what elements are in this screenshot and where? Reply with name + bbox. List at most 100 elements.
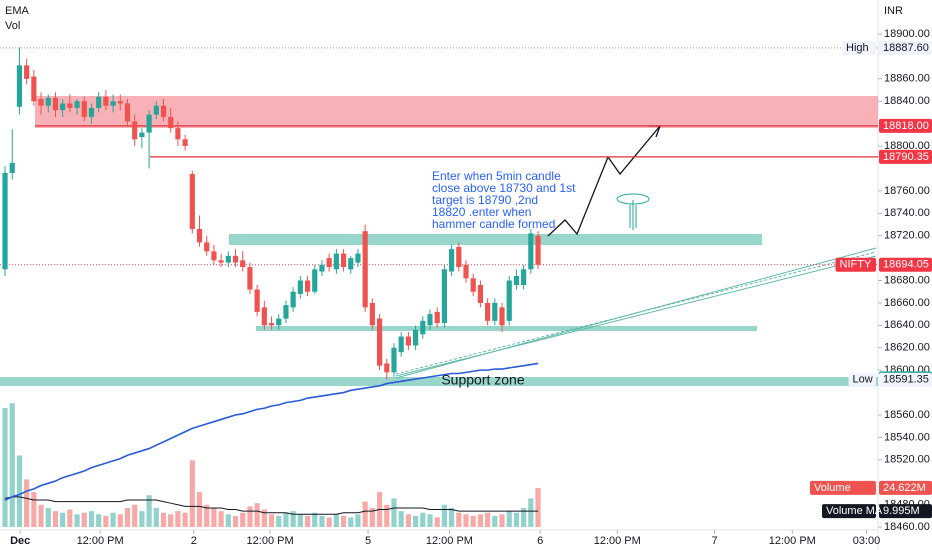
y-tick-label: 18560.00 bbox=[884, 409, 930, 421]
volume-bar bbox=[45, 507, 51, 527]
price-marker-label: 18591.35 bbox=[883, 374, 929, 386]
x-tick-label: 7 bbox=[711, 535, 717, 547]
trend-line bbox=[395, 255, 877, 377]
volume-bar bbox=[268, 514, 275, 527]
candle-body bbox=[88, 107, 95, 117]
trend-line bbox=[395, 251, 877, 375]
volume-bar bbox=[16, 455, 23, 527]
volume-bar bbox=[67, 509, 73, 527]
candle-body bbox=[333, 253, 339, 270]
x-tick-label: 03:00 bbox=[853, 535, 881, 547]
price-marker-box bbox=[879, 372, 932, 387]
volume-ma-value: 9.995M bbox=[883, 505, 920, 517]
y-tick-label: 18640.00 bbox=[884, 319, 930, 331]
volume-bar bbox=[117, 514, 123, 527]
x-tick-label: Dec bbox=[10, 535, 30, 547]
annotation-line: target is 18790 ,2nd bbox=[432, 193, 538, 207]
volume-bar bbox=[290, 511, 296, 527]
candle-body bbox=[449, 249, 455, 272]
volume-bar bbox=[470, 515, 476, 527]
x-tick-label: 6 bbox=[537, 535, 543, 547]
candle-body bbox=[160, 105, 167, 117]
volume-ma-name-box bbox=[822, 504, 876, 519]
candle-body bbox=[362, 231, 368, 308]
candle-body bbox=[60, 103, 66, 111]
candle-body bbox=[340, 253, 347, 268]
candle-body bbox=[297, 280, 303, 294]
volume-bar bbox=[312, 512, 318, 527]
x-tick-label: 12:00 PM bbox=[594, 535, 641, 547]
volume-bar bbox=[412, 515, 419, 527]
candle-body bbox=[211, 251, 217, 261]
volume-bar bbox=[132, 504, 138, 527]
volume-bar bbox=[189, 460, 195, 527]
candle-body bbox=[189, 174, 195, 229]
candle-body bbox=[427, 314, 433, 326]
y-tick-label: 18680.00 bbox=[884, 274, 930, 286]
volume-bar bbox=[196, 492, 203, 527]
candle-body bbox=[521, 269, 527, 285]
candle-body bbox=[240, 260, 246, 268]
candle-body bbox=[528, 233, 534, 270]
candle-body bbox=[2, 172, 8, 270]
candle-body bbox=[124, 103, 131, 122]
annotation-line: close above 18730 and 1st bbox=[432, 181, 576, 195]
support-line-zone bbox=[256, 326, 757, 331]
candle-body bbox=[412, 329, 419, 346]
candle-body bbox=[81, 101, 87, 117]
volume-bar bbox=[168, 514, 174, 527]
volume-bar bbox=[535, 487, 541, 527]
candle-body bbox=[355, 253, 361, 263]
candle-body bbox=[117, 101, 123, 104]
volume-bar bbox=[477, 514, 484, 527]
y-tick-label: 18800.00 bbox=[884, 140, 930, 152]
candle-body bbox=[441, 269, 447, 324]
currency-label: INR bbox=[884, 5, 903, 17]
price-marker-box bbox=[879, 149, 932, 164]
volume-bar bbox=[304, 515, 311, 527]
candle-body bbox=[139, 132, 145, 138]
volume-bar bbox=[369, 507, 375, 527]
volume-bar bbox=[283, 512, 289, 527]
x-tick-label: 5 bbox=[365, 535, 371, 547]
volume-bar bbox=[182, 512, 188, 527]
volume-ma-value-box bbox=[879, 504, 932, 519]
volume-bar bbox=[355, 514, 361, 527]
candle-body bbox=[456, 246, 462, 268]
candle-body bbox=[168, 116, 174, 129]
volume-bar bbox=[319, 515, 325, 527]
y-tick-label: 18620.00 bbox=[884, 342, 930, 354]
y-tick-label: 18720.00 bbox=[884, 230, 930, 242]
volume-bar bbox=[103, 515, 109, 527]
x-tick-label: 12:00 PM bbox=[769, 535, 816, 547]
volume-bar bbox=[146, 495, 152, 527]
candle-body bbox=[67, 103, 73, 108]
volume-bar bbox=[384, 504, 390, 527]
candle-body bbox=[247, 267, 253, 290]
candle-body bbox=[405, 336, 411, 346]
volume-bar bbox=[52, 511, 59, 527]
candle-body bbox=[24, 65, 30, 79]
volume-bar bbox=[218, 511, 224, 527]
price-marker-name: NIFTY bbox=[840, 259, 872, 271]
candle-body bbox=[225, 255, 231, 263]
volume-bar bbox=[441, 504, 447, 527]
candle-body bbox=[204, 242, 210, 252]
volume-bar bbox=[81, 512, 87, 527]
candle-body bbox=[535, 235, 541, 265]
volume-bar bbox=[297, 514, 303, 527]
volume-bar bbox=[124, 507, 131, 527]
candle-body bbox=[283, 305, 289, 319]
volume-bar bbox=[463, 514, 469, 527]
volume-bar bbox=[434, 517, 440, 527]
price-marker-name-box bbox=[848, 372, 876, 387]
volume-bar bbox=[326, 517, 332, 527]
indicator-label: EMA bbox=[5, 5, 30, 17]
volume-bar bbox=[74, 514, 80, 527]
candle-body bbox=[254, 289, 260, 312]
hammer-doodle bbox=[616, 193, 650, 230]
volume-bar bbox=[232, 515, 239, 527]
candle-body bbox=[290, 291, 296, 308]
candle-body bbox=[232, 255, 239, 263]
support-zone bbox=[0, 377, 878, 386]
